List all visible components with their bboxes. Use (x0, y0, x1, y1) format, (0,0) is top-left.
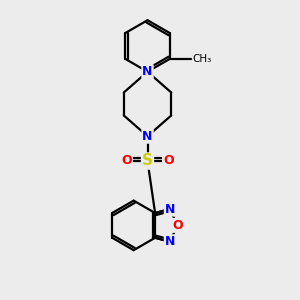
Text: N: N (142, 65, 153, 78)
Text: CH₃: CH₃ (193, 54, 212, 64)
Text: O: O (172, 219, 183, 232)
Text: N: N (142, 130, 153, 143)
Text: N: N (165, 202, 175, 215)
Text: S: S (142, 154, 153, 169)
Text: N: N (165, 235, 175, 248)
Text: O: O (122, 154, 132, 167)
Text: O: O (163, 154, 174, 167)
